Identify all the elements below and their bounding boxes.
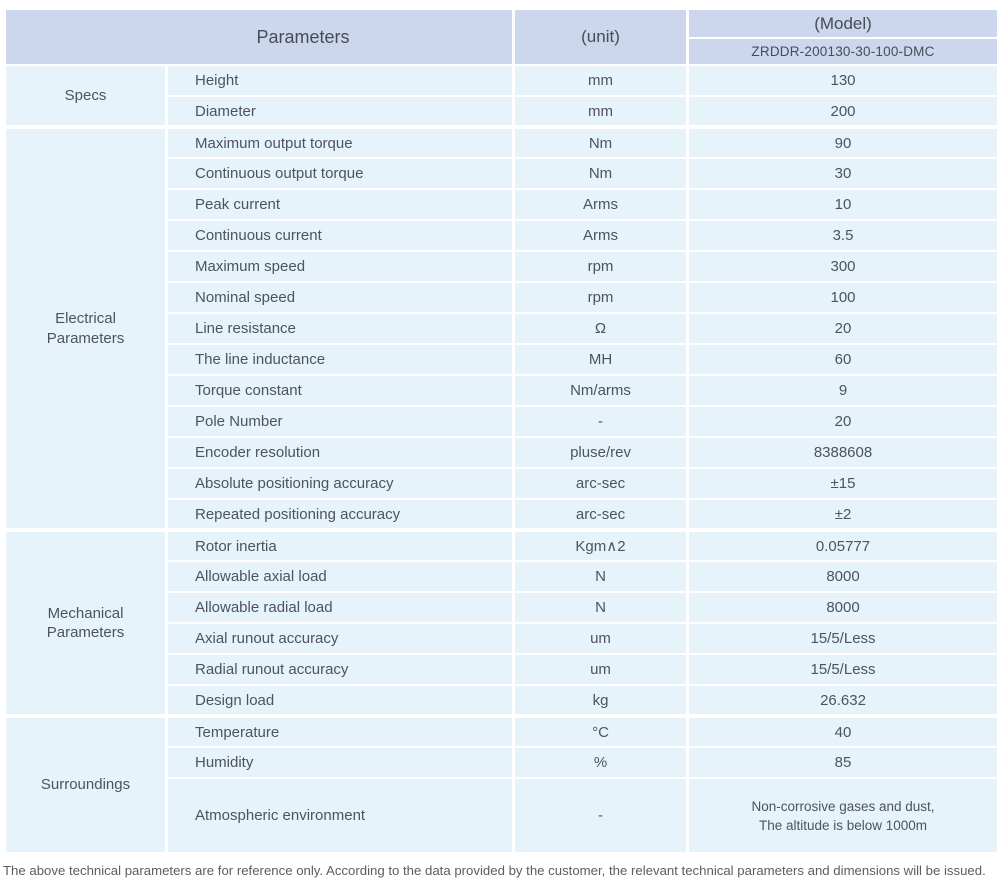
param-value: ±15 xyxy=(686,467,999,500)
param-name: Peak current xyxy=(164,188,516,221)
param-unit: Ω xyxy=(512,312,690,345)
param-unit: - xyxy=(512,405,690,438)
param-value: ±2 xyxy=(686,498,999,531)
param-unit: rpm xyxy=(512,250,690,283)
param-value: 130 xyxy=(686,64,999,97)
param-name: Radial runout accuracy xyxy=(164,653,516,686)
param-name: Humidity xyxy=(164,746,516,779)
param-value: 15/5/Less xyxy=(686,622,999,655)
param-value: 90 xyxy=(686,125,999,159)
spec-table-body: Specs Height mm 130 Diameter mm 200 Electrical P… xyxy=(3,64,999,854)
param-name: Line resistance xyxy=(164,312,516,345)
param-value: 20 xyxy=(686,312,999,345)
param-value: 8000 xyxy=(686,591,999,624)
param-name: Repeated positioning accuracy xyxy=(164,498,516,531)
param-name: Height xyxy=(164,64,516,97)
param-value: Non-corrosive gases and dust, The altitud… xyxy=(686,777,999,854)
param-unit: - xyxy=(512,777,690,854)
param-unit: N xyxy=(512,560,690,593)
unit-header: (unit) xyxy=(512,8,690,66)
param-unit: Nm/arms xyxy=(512,374,690,407)
spec-table-header: Parameters (unit) (Model) ZRDDR-200130-3… xyxy=(2,8,999,66)
param-value: 40 xyxy=(686,714,999,748)
param-name: Continuous output torque xyxy=(164,157,516,190)
param-unit: % xyxy=(512,746,690,779)
param-value: 8388608 xyxy=(686,436,999,469)
group-label-mechanical-parameters: Mechanical Parameters xyxy=(3,528,168,717)
param-value: 85 xyxy=(686,746,999,779)
param-unit: Kgm∧2 xyxy=(512,528,690,562)
param-value: 10 xyxy=(686,188,999,221)
param-name: Torque constant xyxy=(164,374,516,407)
param-unit: um xyxy=(512,622,690,655)
parameters-header: Parameters xyxy=(2,8,516,66)
param-value: 15/5/Less xyxy=(686,653,999,686)
param-unit: MH xyxy=(512,343,690,376)
param-value: 300 xyxy=(686,250,999,283)
param-value: 20 xyxy=(686,405,999,438)
group-label-surroundings: Surroundings xyxy=(3,714,168,854)
footnote: The above technical parameters are for r… xyxy=(3,863,986,878)
param-unit: mm xyxy=(512,95,690,128)
param-name: Nominal speed xyxy=(164,281,516,314)
param-name: Diameter xyxy=(164,95,516,128)
param-name: Encoder resolution xyxy=(164,436,516,469)
param-name: Atmospheric environment xyxy=(164,777,516,854)
model-number: ZRDDR-200130-30-100-DMC xyxy=(686,37,999,66)
spec-table: Parameters (unit) (Model) ZRDDR-200130-3… xyxy=(2,8,999,854)
param-name: Axial runout accuracy xyxy=(164,622,516,655)
param-name: Allowable radial load xyxy=(164,591,516,624)
param-unit: Nm xyxy=(512,125,690,159)
param-value: 0.05777 xyxy=(686,528,999,562)
param-unit: pluse/rev xyxy=(512,436,690,469)
model-header: (Model) xyxy=(686,8,999,39)
group-label-specs: Specs xyxy=(3,64,168,128)
param-unit: rpm xyxy=(512,281,690,314)
param-name: The line inductance xyxy=(164,343,516,376)
param-name: Rotor inertia xyxy=(164,528,516,562)
param-name: Allowable axial load xyxy=(164,560,516,593)
param-name: Maximum output torque xyxy=(164,125,516,159)
param-unit: arc-sec xyxy=(512,467,690,500)
group-label-electrical-parameters: Electrical Parameters xyxy=(3,125,168,531)
param-unit: um xyxy=(512,653,690,686)
param-name: Continuous current xyxy=(164,219,516,252)
param-unit: Nm xyxy=(512,157,690,190)
param-unit: mm xyxy=(512,64,690,97)
param-name: Maximum speed xyxy=(164,250,516,283)
param-value: 3.5 xyxy=(686,219,999,252)
param-value: 200 xyxy=(686,95,999,128)
param-name: Temperature xyxy=(164,714,516,748)
param-name: Pole Number xyxy=(164,405,516,438)
param-unit: arc-sec xyxy=(512,498,690,531)
param-value: 100 xyxy=(686,281,999,314)
param-unit: N xyxy=(512,591,690,624)
param-name: Design load xyxy=(164,684,516,717)
param-value: 8000 xyxy=(686,560,999,593)
param-value: 30 xyxy=(686,157,999,190)
param-unit: °C xyxy=(512,714,690,748)
param-unit: Arms xyxy=(512,219,690,252)
param-value: 60 xyxy=(686,343,999,376)
param-value: 26.632 xyxy=(686,684,999,717)
param-value: 9 xyxy=(686,374,999,407)
param-unit: Arms xyxy=(512,188,690,221)
param-name: Absolute positioning accuracy xyxy=(164,467,516,500)
param-unit: kg xyxy=(512,684,690,717)
